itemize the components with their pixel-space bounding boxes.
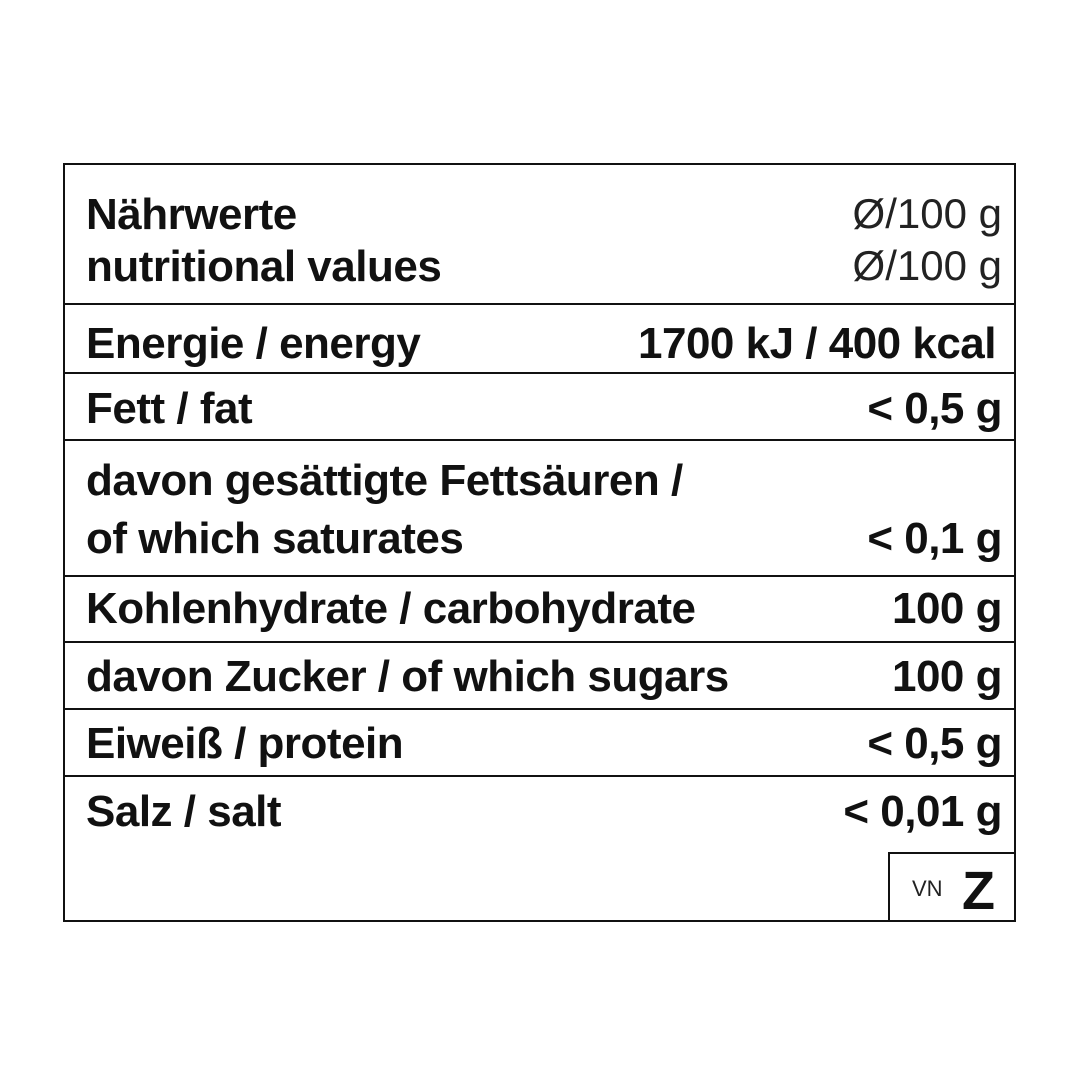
divider [65,439,1014,441]
row-salt-value: < 0,01 g [843,787,1002,836]
divider [65,575,1014,577]
title-en: nutritional values [86,242,442,291]
divider [65,641,1014,643]
divider [65,372,1014,374]
row-carbohydrate-value: 100 g [891,584,1003,633]
row-fat-value: < 0,5 g [867,384,1002,433]
per-100g-en: Ø/100 g [852,242,1002,289]
vn-badge-big: Z [962,861,995,921]
row-energy-value: 1700 kJ / 400 kcal [638,319,997,368]
title-de: Nährwerte [86,190,297,239]
row-salt-label: Salz / salt [86,787,282,836]
row-saturates-label-2: of which saturates [86,514,464,563]
row-sugars-value: 100 g [891,652,1003,701]
row-saturates-label-1: davon gesättigte Fettsäuren / [86,456,683,505]
vn-badge: VN Z [888,852,1014,921]
nutrition-table: Nährwerte nutritional values Ø/100 g Ø/1… [63,163,1016,922]
row-energy-label: Energie / energy [86,319,421,368]
row-saturates-value: < 0,1 g [867,514,1002,563]
row-fat-label: Fett / fat [86,384,253,433]
divider [65,303,1014,305]
row-protein-label: Eiweiß / protein [86,719,404,768]
vn-badge-small: VN [912,876,943,901]
divider [65,775,1014,777]
row-protein-value: < 0,5 g [867,719,1002,768]
per-100g-de: Ø/100 g [852,190,1002,237]
row-sugars-label: davon Zucker / of which sugars [86,652,729,701]
row-carbohydrate-label: Kohlenhydrate / carbohydrate [86,584,696,633]
divider [65,708,1014,710]
